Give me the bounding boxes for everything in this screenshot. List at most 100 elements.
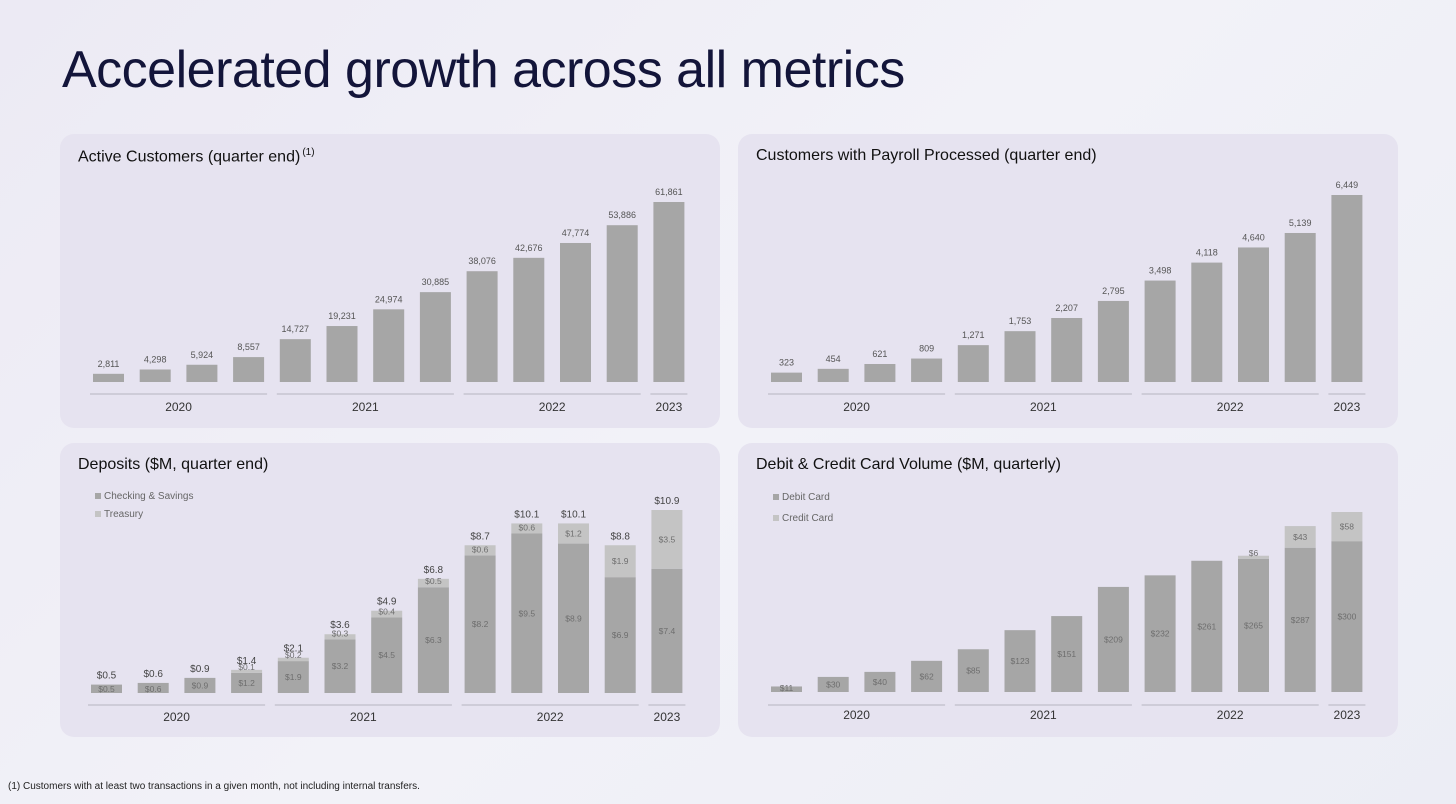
data-label: 2,207 [1055, 303, 1078, 313]
data-label: $40 [873, 677, 887, 687]
data-label: 454 [826, 354, 841, 364]
data-label: $0.6 [472, 544, 489, 554]
data-label: 8,557 [237, 342, 260, 352]
data-label: 61,861 [655, 187, 683, 197]
data-label: $0.6 [519, 523, 536, 533]
year-label: 2021 [1030, 400, 1057, 414]
year-label: 2023 [1334, 708, 1361, 722]
footnote: (1) Customers with at least two transact… [8, 781, 420, 792]
active-customers-panel: Active Customers (quarter end) (1) 2,811 4… [60, 134, 720, 428]
year-label: 2020 [165, 400, 192, 414]
data-label: 5,924 [191, 350, 214, 360]
total-label: $2.1 [284, 644, 304, 655]
year-label: 2022 [1217, 708, 1244, 722]
bar [957, 649, 989, 692]
year-label: 2021 [1030, 708, 1057, 722]
data-label: $62 [920, 671, 934, 681]
bar-segment [558, 523, 589, 544]
data-label: $0.4 [378, 606, 395, 616]
bar-segment [371, 610, 403, 618]
data-label: $7.4 [659, 626, 676, 636]
deposits-panel: Deposits ($M, quarter end) $0.5 $0.5 $0.6 $… [60, 443, 720, 737]
bar [1004, 331, 1036, 382]
data-label: $232 [1151, 629, 1170, 639]
total-label: $0.6 [143, 669, 163, 680]
panel-title: Active Customers (quarter end) (1) [78, 147, 315, 166]
bar-segment [1331, 512, 1363, 542]
data-label: $1.2 [238, 678, 255, 688]
year-label: 2020 [843, 708, 870, 722]
legend-swatch [95, 511, 101, 517]
bar [93, 373, 124, 382]
year-label: 2020 [843, 400, 870, 414]
panel-title: Deposits ($M, quarter end) [78, 456, 269, 473]
payroll-customers-panel: Customers with Payroll Processed (quarte… [738, 134, 1398, 428]
total-label: $10.1 [561, 509, 586, 520]
bar-segment [417, 578, 449, 588]
data-label: 323 [779, 358, 794, 368]
data-label: 809 [919, 344, 934, 354]
bar [864, 671, 896, 692]
data-label: $3.5 [659, 534, 676, 544]
bar [91, 684, 122, 693]
bar [771, 686, 802, 692]
bar [604, 577, 636, 693]
data-label: 30,885 [422, 277, 450, 287]
bar [513, 257, 545, 382]
legend-label: Debit Card [782, 492, 830, 503]
data-label: 24,974 [375, 294, 403, 304]
deposits-chart: $0.5 $0.5 $0.6 $0.6 $0.9 $0.9 $1.2 $0.1$1.4 $1.9… [88, 491, 686, 724]
bar [511, 533, 543, 693]
bar [1331, 541, 1363, 692]
total-label: $3.6 [330, 620, 350, 631]
bar-segment [511, 523, 543, 534]
bar [1331, 195, 1363, 382]
data-label: $287 [1291, 615, 1310, 625]
bar [233, 357, 265, 382]
data-label: $8.2 [472, 619, 489, 629]
bar-segment [231, 669, 263, 673]
bar [817, 368, 849, 382]
data-label: 1,753 [1009, 316, 1032, 326]
bar [466, 271, 498, 382]
data-label: $209 [1104, 634, 1123, 644]
year-label: 2022 [1217, 400, 1244, 414]
total-label: $8.7 [470, 531, 490, 542]
data-label: $43 [1293, 532, 1307, 542]
active-customers-chart: 2,811 4,298 5,924 8,557 14,727 19,231 24,974 30… [90, 187, 688, 414]
bar [1051, 318, 1083, 382]
year-label: 2021 [350, 710, 377, 724]
total-label: $4.9 [377, 597, 397, 608]
bar [139, 369, 171, 382]
bar-segment [277, 657, 309, 662]
bar [817, 676, 849, 692]
bar [957, 345, 989, 382]
bar [606, 225, 638, 382]
bar [373, 309, 405, 382]
data-label: $265 [1244, 620, 1263, 630]
data-label: 5,139 [1289, 218, 1312, 228]
data-label: $11 [780, 683, 794, 693]
year-label: 2022 [537, 710, 564, 724]
bar-segment [604, 545, 636, 578]
data-label: 1,271 [962, 330, 985, 340]
data-label: $58 [1340, 522, 1354, 532]
bar-segment [651, 510, 683, 569]
bar [1144, 575, 1176, 692]
data-label: 3,498 [1149, 266, 1172, 276]
bar [651, 568, 683, 693]
data-label: 19,231 [328, 311, 356, 321]
data-label: 4,298 [144, 354, 167, 364]
panel-title: Customers with Payroll Processed (quarte… [756, 147, 1097, 164]
data-label: $261 [1197, 621, 1216, 631]
data-label: 621 [872, 349, 887, 359]
data-label: 14,727 [282, 324, 310, 334]
bar [231, 672, 263, 693]
data-label: $85 [966, 666, 980, 676]
legend-label: Checking & Savings [104, 491, 194, 502]
data-label: 47,774 [562, 228, 590, 238]
bar [1097, 586, 1129, 692]
bar [324, 639, 356, 693]
data-label: 53,886 [608, 210, 636, 220]
bar [1238, 247, 1269, 382]
